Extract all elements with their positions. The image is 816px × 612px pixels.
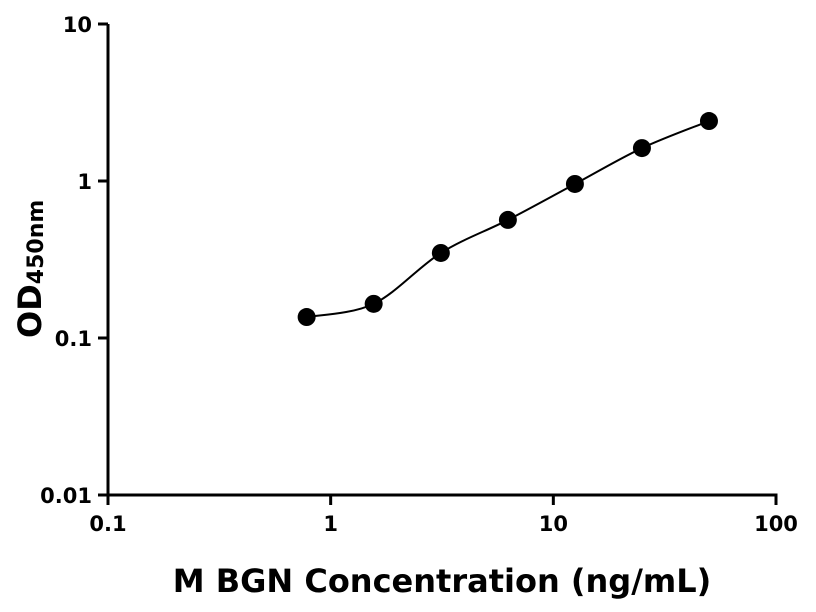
data-point: [632, 139, 651, 158]
x-tick-label: 10: [539, 512, 568, 536]
data-point: [297, 308, 316, 327]
y-tick-label: 0.1: [55, 327, 92, 351]
y-tick-label: 10: [63, 13, 92, 37]
x-axis-label: M BGN Concentration (ng/mL): [173, 562, 711, 600]
x-tick-label: 1: [323, 512, 338, 536]
x-tick-label: 100: [754, 512, 798, 536]
y-tick-label: 0.01: [40, 484, 92, 508]
data-point: [364, 294, 383, 313]
data-point: [565, 174, 584, 193]
y-axis-label: OD450nm: [11, 200, 49, 338]
data-point: [498, 210, 517, 229]
data-point: [431, 243, 450, 262]
x-tick-label: 0.1: [89, 512, 126, 536]
data-point: [699, 112, 718, 131]
y-tick-label: 1: [77, 170, 92, 194]
